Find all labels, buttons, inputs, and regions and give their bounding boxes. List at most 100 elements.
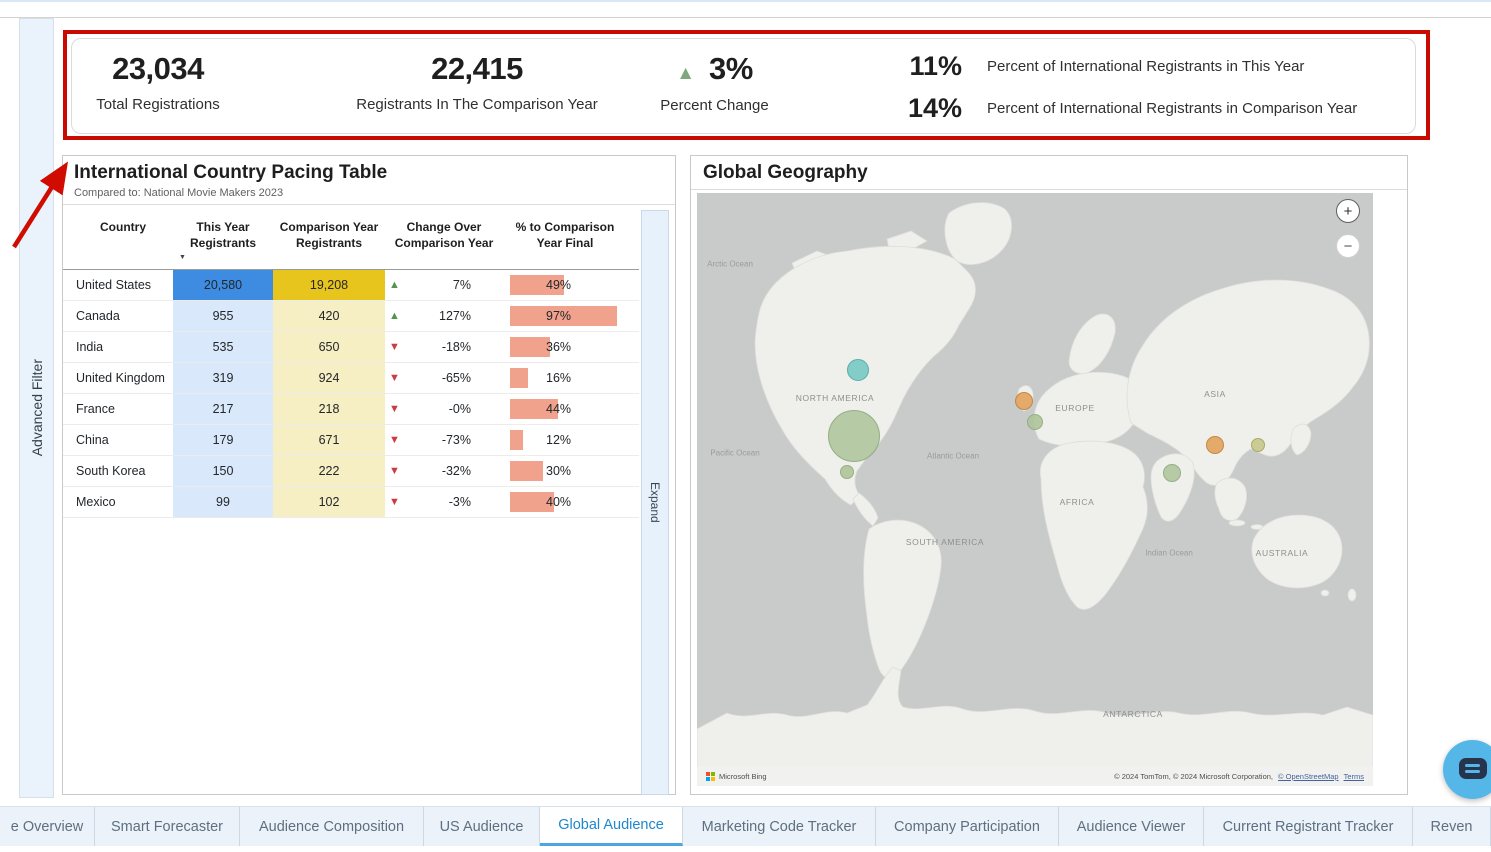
country-cell: United Kingdom (76, 371, 165, 385)
map-label: SOUTH AMERICA (905, 537, 985, 547)
tab-current-registrant-tracker[interactable]: Current Registrant Tracker (1204, 807, 1413, 846)
kpi-international-block: 11% Percent of International Registrants… (884, 45, 1404, 129)
global-geography-panel: Global Geography (690, 155, 1408, 795)
pacing-table-title: International Country Pacing Table (74, 162, 388, 183)
advanced-filter-label: Advanced Filter (28, 359, 45, 457)
tab-us-audience[interactable]: US Audience (424, 807, 540, 846)
expand-label: Expand (648, 482, 662, 523)
table-row[interactable]: India 535 650 ▼ -18% 36% (63, 332, 639, 363)
change-value: -65% (441, 371, 471, 385)
canada-bubble[interactable] (847, 359, 869, 381)
pct-value: 36% (546, 340, 572, 354)
change-cell: ▼ -3% (385, 487, 503, 517)
tab-audience-viewer[interactable]: Audience Viewer (1059, 807, 1204, 846)
column-header-comparison-year[interactable]: Comparison Year Registrants (279, 220, 379, 250)
table-row[interactable]: Mexico 99 102 ▼ -3% 40% (63, 487, 639, 518)
top-divider-line (0, 17, 1491, 18)
chat-button[interactable] (1443, 740, 1491, 799)
pct-bar (510, 275, 564, 295)
change-cell: ▼ -73% (385, 425, 503, 455)
kpi-label: Total Registrations (96, 96, 220, 113)
india-bubble[interactable] (1163, 464, 1181, 482)
tab-company-participation[interactable]: Company Participation (876, 807, 1059, 846)
column-header-this-year[interactable]: This Year Registrants (189, 220, 257, 250)
pct-value: 97% (546, 309, 572, 323)
change-cell: ▼ -65% (385, 363, 503, 393)
united-kingdom-bubble[interactable] (1015, 392, 1033, 410)
change-value: 127% (439, 309, 471, 323)
this-year-cell: 99 (173, 487, 273, 517)
change-cell: ▲ 127% (385, 301, 503, 331)
tab-bar: e Overview Smart Forecaster Audience Compo… (0, 806, 1491, 846)
kpi-value: 3% (709, 51, 753, 86)
pct-final-cell: 49% (503, 270, 639, 300)
change-value: 7% (452, 278, 471, 292)
expand-table-button[interactable]: Expand (641, 210, 669, 795)
pct-bar (510, 337, 550, 357)
map-label: Indian Ocean (1145, 548, 1193, 558)
column-header-change-over[interactable]: Change Over Comparison Year (394, 220, 494, 250)
map-canvas[interactable]: + − Microsoft Bing © 2024 TomTom, © 2024… (697, 193, 1373, 786)
country-cell: France (76, 402, 115, 416)
table-row[interactable]: United Kingdom 319 924 ▼ -65% 16% (63, 363, 639, 394)
sort-descending-icon[interactable]: ▼ (179, 254, 186, 261)
tab-marketing-code-tracker[interactable]: Marketing Code Tracker (683, 807, 876, 846)
tab-e-overview[interactable]: e Overview (0, 807, 95, 846)
map-zoom-in-button[interactable]: + (1336, 199, 1360, 223)
terms-link[interactable]: Terms (1343, 771, 1364, 781)
mexico-bubble[interactable] (840, 465, 854, 479)
map-label: AUSTRALIA (1255, 548, 1309, 558)
change-value: -32% (441, 464, 471, 478)
change-value: -73% (441, 433, 471, 447)
kpi-label: Percent of International Registrants in … (987, 99, 1358, 117)
comparison-year-cell: 222 (273, 456, 385, 486)
column-header-country[interactable]: Country (100, 220, 146, 234)
tab-smart-forecaster[interactable]: Smart Forecaster (95, 807, 240, 846)
kpi-total-registrations: 23,034 Total Registrations (78, 53, 238, 113)
table-row[interactable]: France 217 218 ▼ -0% 44% (63, 394, 639, 425)
change-cell: ▲ 7% (385, 270, 503, 300)
china-bubble[interactable] (1206, 436, 1224, 454)
change-value: -3% (448, 495, 471, 509)
pacing-table-header: International Country Pacing Table Compa… (63, 156, 675, 205)
united-states-bubble[interactable] (828, 410, 880, 462)
this-year-cell: 20,580 (173, 270, 273, 300)
down-triangle-icon: ▼ (389, 372, 400, 384)
down-triangle-icon: ▼ (389, 496, 400, 508)
table-row[interactable]: Canada 955 420 ▲ 127% 97% (63, 301, 639, 332)
pct-bar (510, 306, 617, 326)
this-year-cell: 955 (173, 301, 273, 331)
microsoft-logo-icon (706, 771, 715, 781)
change-value: -18% (441, 340, 471, 354)
openstreetmap-link[interactable]: © OpenStreetMap (1278, 771, 1339, 781)
advanced-filter-strip[interactable]: Advanced Filter (19, 18, 54, 798)
pct-bar (510, 368, 528, 388)
column-header-pct-final[interactable]: % to Comparison Year Final (515, 220, 615, 250)
south-korea-bubble[interactable] (1251, 438, 1265, 452)
tab-reven[interactable]: Reven (1413, 807, 1491, 846)
map-panel-header: Global Geography (691, 156, 1407, 190)
kpi-intl-comparison-year: 14% Percent of International Registrants… (884, 87, 1404, 129)
pct-bar (510, 492, 554, 512)
tab-audience-composition[interactable]: Audience Composition (240, 807, 424, 846)
table-row[interactable]: China 179 671 ▼ -73% 12% (63, 425, 639, 456)
world-map (697, 202, 1373, 786)
pct-final-cell: 30% (503, 456, 639, 486)
france-bubble[interactable] (1027, 414, 1043, 430)
pacing-table-subtitle: Compared to: National Movie Makers 2023 (74, 187, 284, 199)
kpi-value: 22,415 (431, 51, 523, 86)
comparison-year-cell: 650 (273, 332, 385, 362)
country-cell: India (76, 340, 104, 354)
down-triangle-icon: ▼ (389, 434, 400, 446)
pct-value: 40% (546, 495, 572, 509)
pacing-table-panel: International Country Pacing Table Compa… (62, 155, 676, 795)
map-zoom-out-button[interactable]: − (1336, 234, 1360, 258)
tab-global-audience[interactable]: Global Audience (540, 807, 683, 846)
change-cell: ▼ -32% (385, 456, 503, 486)
pacing-table: Country This Year Registrants Comparison… (63, 211, 639, 794)
table-row[interactable]: South Korea 150 222 ▼ -32% 30% (63, 456, 639, 487)
pct-value: 12% (546, 433, 572, 447)
this-year-cell: 217 (173, 394, 273, 424)
table-row[interactable]: United States 20,580 19,208 ▲ 7% 49% (63, 270, 639, 301)
comparison-year-cell: 420 (273, 301, 385, 331)
